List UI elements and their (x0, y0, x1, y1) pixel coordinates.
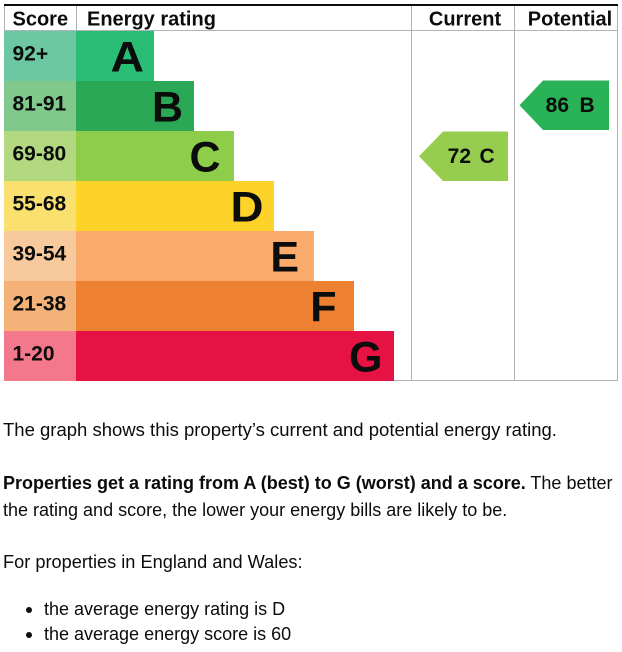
svg-text:Current: Current (429, 9, 502, 31)
svg-text:C: C (480, 145, 495, 168)
svg-text:C: C (189, 134, 220, 182)
svg-text:81-91: 81-91 (13, 93, 67, 116)
svg-text:E: E (270, 234, 299, 282)
svg-text:D: D (231, 184, 264, 232)
svg-text:86: 86 (546, 94, 569, 117)
svg-text:B: B (580, 94, 595, 117)
svg-text:92+: 92+ (13, 43, 49, 66)
svg-text:Potential: Potential (528, 9, 612, 31)
svg-text:A: A (111, 34, 145, 82)
svg-text:69-80: 69-80 (13, 143, 67, 166)
svg-text:39-54: 39-54 (13, 243, 67, 266)
svg-text:B: B (152, 84, 183, 132)
svg-text:G: G (349, 334, 382, 382)
svg-text:72: 72 (448, 145, 471, 168)
svg-text:Energy rating: Energy rating (87, 9, 216, 31)
svg-text:F: F (310, 284, 336, 332)
svg-text:55-68: 55-68 (13, 193, 67, 216)
svg-text:21-38: 21-38 (13, 293, 67, 316)
svg-text:1-20: 1-20 (13, 343, 55, 366)
svg-text:Score: Score (13, 9, 69, 31)
